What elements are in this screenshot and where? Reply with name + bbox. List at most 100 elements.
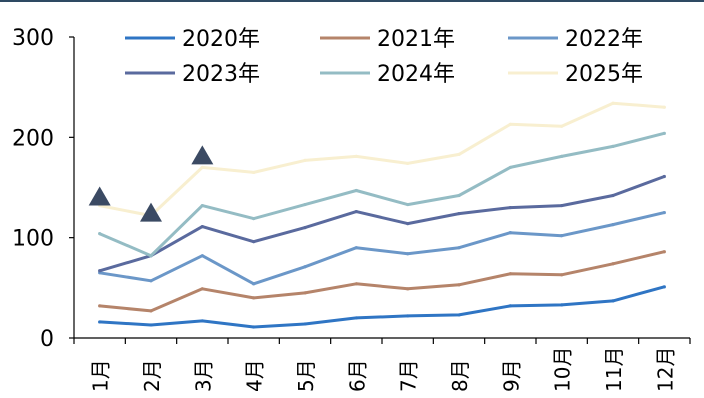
data-point: [303, 158, 307, 163]
data-point: [406, 222, 410, 226]
legend-label: 2023年: [182, 62, 260, 87]
data-point: [560, 273, 564, 277]
data-point: [98, 304, 102, 308]
series-line-2021年: [99, 250, 665, 313]
data-point: [662, 105, 666, 109]
x-tick-label: 10月: [551, 347, 575, 392]
data-point: [560, 124, 564, 128]
x-tick-label: 9月: [499, 359, 523, 392]
data-point: [149, 323, 153, 327]
x-tick-label: 1月: [89, 359, 113, 392]
triangle-marker: [191, 145, 214, 165]
data-point: [662, 285, 666, 289]
legend-label: 2022年: [565, 27, 643, 52]
x-tick-label: 6月: [345, 359, 369, 392]
data-point: [252, 217, 256, 221]
data-point: [354, 246, 358, 250]
data-point: [354, 154, 358, 158]
data-point: [560, 154, 564, 158]
data-point: [200, 203, 204, 208]
markers: [88, 145, 214, 222]
data-point: [406, 252, 410, 256]
data-point: [303, 226, 307, 230]
data-point: [508, 304, 512, 308]
data-point: [252, 170, 256, 175]
data-point: [200, 165, 204, 170]
data-point: [406, 287, 410, 291]
data-point: [252, 240, 256, 244]
data-point: [200, 287, 204, 291]
data-point: [406, 202, 410, 207]
data-point: [252, 325, 256, 329]
data-point: [662, 131, 666, 135]
y-tick-label: 200: [12, 126, 54, 151]
legend-label: 2024年: [377, 62, 455, 87]
x-tick-label: 11月: [602, 347, 626, 392]
data-point: [508, 165, 512, 170]
triangle-marker: [88, 186, 111, 206]
x-tick-label: 12月: [653, 347, 677, 392]
data-point: [560, 234, 564, 238]
data-point: [508, 122, 512, 126]
data-point: [200, 254, 204, 258]
x-tick-label: 5月: [294, 359, 318, 392]
x-tick-label: 4月: [243, 359, 267, 392]
data-point: [457, 193, 461, 198]
y-tick-label: 300: [12, 26, 54, 51]
series-line-2024年: [99, 131, 665, 258]
data-point: [354, 282, 358, 286]
data-point: [354, 316, 358, 320]
data-point: [508, 272, 512, 276]
data-point: [354, 188, 358, 193]
data-point: [406, 161, 410, 166]
data-point: [149, 279, 153, 283]
data-point: [98, 269, 102, 273]
data-point: [200, 319, 204, 323]
data-point: [303, 322, 307, 326]
series-line-2023年: [99, 175, 665, 273]
data-point: [252, 282, 256, 286]
data-point: [457, 211, 461, 216]
x-tick-label: 8月: [448, 359, 472, 392]
data-point: [149, 254, 153, 258]
data-point: [611, 299, 615, 303]
series-line-2020年: [99, 285, 665, 329]
top-rule: [0, 0, 704, 2]
data-point: [252, 296, 256, 300]
x-tick-label: 3月: [191, 359, 215, 392]
data-point: [406, 314, 410, 318]
data-point: [560, 303, 564, 307]
data-point: [560, 203, 564, 208]
data-point: [303, 291, 307, 295]
data-point: [457, 313, 461, 317]
data-point: [611, 193, 615, 198]
data-point: [457, 152, 461, 156]
x-axis: 1月 2月 3月 4月 5月 6月 7月 8月 9月 10月 11月 12月: [73, 337, 691, 392]
series-line-2025年: [99, 101, 665, 218]
data-point: [457, 283, 461, 287]
data-point: [98, 320, 102, 324]
data-point: [662, 250, 666, 254]
y-tick-label: 0: [40, 327, 54, 352]
data-point: [98, 232, 102, 236]
data-point: [457, 246, 461, 250]
legend-label: 2021年: [377, 27, 455, 52]
data-point: [611, 223, 615, 227]
data-point: [611, 101, 615, 105]
data-point: [611, 144, 615, 148]
data-point: [303, 202, 307, 207]
series-line-2022年: [99, 211, 665, 286]
data-point: [508, 205, 512, 210]
x-tick-label: 2月: [140, 359, 164, 392]
data-point: [662, 174, 666, 179]
data-point: [662, 210, 666, 215]
legend: 2020年 2021年 2022年 2023年 2024年 2025年: [125, 27, 643, 87]
data-point: [200, 225, 204, 229]
legend-label: 2025年: [565, 62, 643, 87]
series-lines: [98, 101, 666, 329]
y-tick-label: 100: [12, 227, 54, 252]
triangle-marker: [140, 202, 162, 222]
legend-label: 2020年: [182, 27, 260, 52]
y-axis: 0 100 200 300: [12, 26, 75, 352]
